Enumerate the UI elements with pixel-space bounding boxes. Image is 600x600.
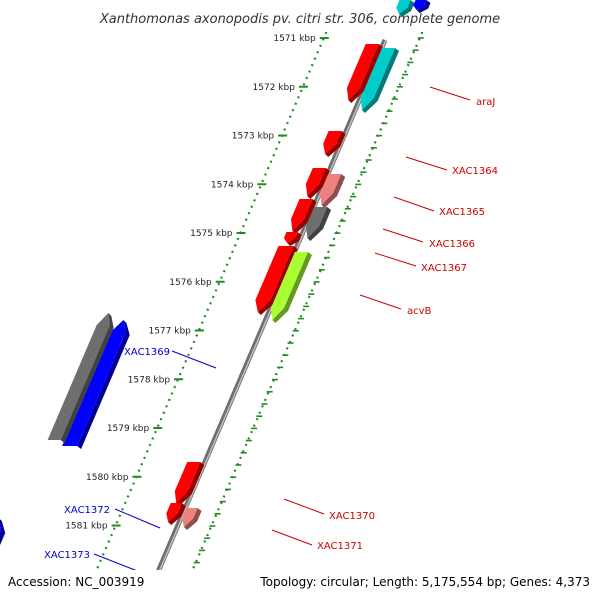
feature-xac1369-cds-side — [60, 313, 114, 443]
leader-line-xac1365 — [393, 196, 435, 212]
gene-xac1365 — [305, 168, 330, 199]
leader-line-xac1371 — [271, 529, 313, 546]
gene-xac1370 — [174, 462, 205, 506]
feature-top-partial-blue-body — [413, 0, 427, 10]
gene-xac1367 — [283, 232, 302, 246]
gene-label-xac1364[interactable]: XAC1364 — [452, 166, 498, 177]
leader-line-araj — [429, 86, 471, 101]
gene-xac1367-body — [283, 232, 298, 243]
gene-xac1369-side — [77, 320, 130, 449]
feature-top-partial-side — [399, 0, 415, 17]
feature-acvB-cds-side — [272, 252, 312, 323]
feature-top-partial-body — [396, 0, 411, 14]
gene-xac1371 — [166, 503, 186, 525]
gene-xac1371-body — [166, 503, 182, 522]
gene-xac1372-body — [0, 524, 2, 533]
feature-top-partial — [396, 0, 415, 17]
gene-xac1364-side — [325, 131, 346, 157]
feature-araJ-cds-body — [360, 48, 395, 110]
tick-marks: 1571 kbp 1572 kbp 1573 kbp 1574 kbp 1575 kbp… — [44, 31, 424, 600]
tick-label-1575: 1575 kbp — [190, 229, 233, 239]
feature-xac1365-cds — [320, 174, 346, 208]
leader-line-xac1370 — [283, 498, 325, 515]
gene-xac1369 — [62, 320, 130, 449]
gene-xac1371-side — [168, 503, 186, 525]
feature-araJ-cds — [360, 48, 399, 113]
leader-line-xac1364 — [405, 156, 448, 171]
gene-xac1370-body — [174, 462, 201, 503]
gene-xac1366-side — [292, 199, 317, 234]
feature-xac1366-cds-body — [306, 207, 328, 238]
gene-label-xac1373[interactable]: XAC1373 — [44, 550, 90, 561]
gene-acvB-body — [255, 246, 294, 312]
gene-araJ-side — [348, 44, 383, 103]
accession-text: Accession: NC_003919 — [8, 575, 144, 589]
leader-line-xac1369 — [171, 350, 217, 369]
tick-label-1581: 1581 kbp — [65, 522, 108, 532]
gene-xac1372-side — [0, 519, 6, 546]
feature-xac1365-cds-side — [321, 174, 346, 208]
gene-label-xac1370[interactable]: XAC1370 — [329, 511, 375, 522]
feature-araJ-cds-side — [362, 48, 399, 113]
feature-xac1371-cds-body — [182, 508, 198, 527]
gene-label-xac1365[interactable]: XAC1365 — [439, 207, 485, 218]
tick-label-1572: 1572 kbp — [253, 83, 296, 93]
gene-xac1365-side — [307, 168, 330, 199]
gene-xac1364-body — [323, 131, 342, 154]
tick-label-1580: 1580 kbp — [86, 473, 129, 483]
gene-xac1365-body — [305, 168, 326, 196]
tick-ring-outer — [178, 31, 424, 600]
feature-xac1365-cds-body — [320, 174, 342, 205]
gene-label-xac1371[interactable]: XAC1371 — [317, 541, 363, 552]
gene-xac1369-body — [62, 320, 126, 446]
gene-xac1367-side — [287, 232, 302, 246]
gene-xac1366-body — [291, 199, 313, 231]
gene-label-xac1372[interactable]: XAC1372 — [64, 505, 110, 516]
gene-acvB — [255, 246, 298, 315]
gene-xac1364 — [323, 131, 346, 157]
leader-line-xac1367 — [374, 252, 417, 267]
gene-label-xac1366[interactable]: XAC1366 — [429, 239, 475, 250]
tick-label-1578: 1578 kbp — [128, 375, 171, 385]
leader-line-acvb — [359, 294, 402, 310]
tick-label-1577: 1577 kbp — [148, 327, 191, 337]
gene-acvB-side — [257, 246, 298, 315]
gene-labels: araJ XAC1364 XAC1365 XAC1366 XAC1367 acvB XAC1… — [44, 86, 498, 573]
tick-label-1576: 1576 kbp — [169, 278, 212, 288]
footer-background — [0, 570, 600, 600]
gene-label-araj[interactable]: araJ — [476, 97, 495, 108]
gene-label-acvb[interactable]: acvB — [407, 306, 432, 317]
gene-araJ-body — [346, 44, 379, 100]
genome-backbone-highlight — [146, 39, 387, 600]
gene-xac1372 — [0, 519, 6, 546]
feature-top-partial-blue — [413, 0, 431, 13]
genome-stats-text: Topology: circular; Length: 5,175,554 bp… — [259, 575, 590, 589]
genome-backbone — [143, 39, 388, 600]
feature-xac1371-cds-side — [184, 508, 202, 530]
feature-tracks — [0, 0, 431, 546]
gene-label-xac1367[interactable]: XAC1367 — [421, 263, 467, 274]
tick-ring-inner — [82, 31, 328, 600]
gene-araJ — [346, 44, 383, 103]
feature-xac1369-cds — [47, 313, 114, 443]
feature-xac1366-cds — [306, 207, 332, 241]
gene-xac1370-side — [176, 462, 205, 506]
feature-acvB-cds-body — [271, 252, 308, 320]
leader-line-xac1372 — [114, 508, 161, 529]
feature-xac1366-cds-side — [307, 207, 332, 241]
feature-xac1369-cds-body — [47, 313, 110, 440]
tick-label-1573: 1573 kbp — [232, 132, 275, 142]
gene-xac1366 — [291, 199, 317, 234]
tick-label-1574: 1574 kbp — [211, 180, 254, 190]
map-title: Xanthomonas axonopodis pv. citri str. 30… — [99, 12, 500, 27]
feature-top-partial-blue-side — [416, 0, 431, 13]
gene-label-xac1369[interactable]: XAC1369 — [124, 347, 170, 358]
leader-line-xac1373 — [93, 553, 141, 573]
tick-label-1579: 1579 kbp — [107, 424, 150, 434]
tick-label-1571: 1571 kbp — [273, 34, 316, 44]
feature-acvB-cds — [271, 252, 312, 323]
leader-line-xac1366 — [382, 228, 424, 243]
feature-xac1371-cds — [182, 508, 202, 530]
